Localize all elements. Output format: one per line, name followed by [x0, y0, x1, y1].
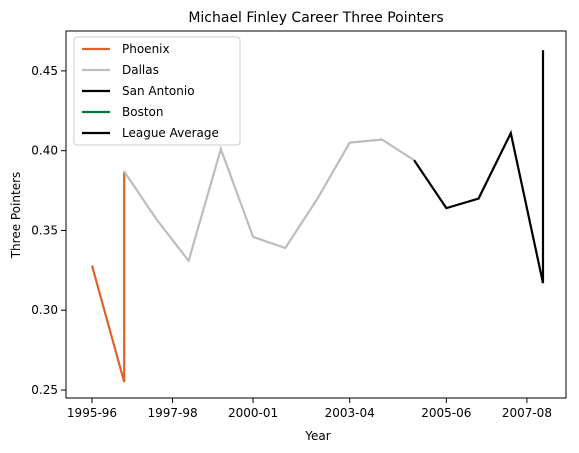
legend: Phoenix Dallas San Antonio Boston League Ave… [73, 36, 241, 146]
y-axis-label: Three Pointers [9, 172, 23, 260]
series-line-san-antonio [413, 129, 545, 284]
legend-entry: Boston [122, 105, 163, 119]
legend-entry: League Average [122, 126, 219, 140]
x-tick-label: 2005-06 [421, 406, 471, 420]
legend-entry: San Antonio [122, 84, 195, 98]
x-axis-label: Year [304, 429, 330, 443]
x-axis: 1995-96 1997-98 2000-01 2003-04 2005-06 2007-… [67, 398, 552, 420]
y-tick-label: 0.30 [31, 303, 58, 317]
y-tick-label: 0.25 [31, 383, 58, 397]
y-axis: 0.25 0.30 0.35 0.40 0.45 [31, 64, 66, 397]
series-lines [90, 50, 545, 383]
series-line-dallas [123, 138, 415, 264]
legend-entry: Dallas [122, 63, 159, 77]
chart-title: Michael Finley Career Three Pointers [188, 10, 443, 26]
x-tick-label: 2007-08 [502, 406, 552, 420]
y-tick-label: 0.40 [31, 144, 58, 158]
x-tick-label: 2000-01 [228, 406, 278, 420]
y-tick-label: 0.35 [31, 223, 58, 237]
legend-box [73, 36, 241, 146]
x-tick-label: 1995-96 [67, 406, 117, 420]
y-tick-label: 0.45 [31, 64, 58, 78]
x-tick-label: 1997-98 [147, 406, 197, 420]
plot-frame [65, 30, 567, 399]
x-tick-label: 2003-04 [325, 406, 375, 420]
legend-entry: Phoenix [122, 42, 170, 56]
series-line-phoenix [90, 171, 126, 383]
